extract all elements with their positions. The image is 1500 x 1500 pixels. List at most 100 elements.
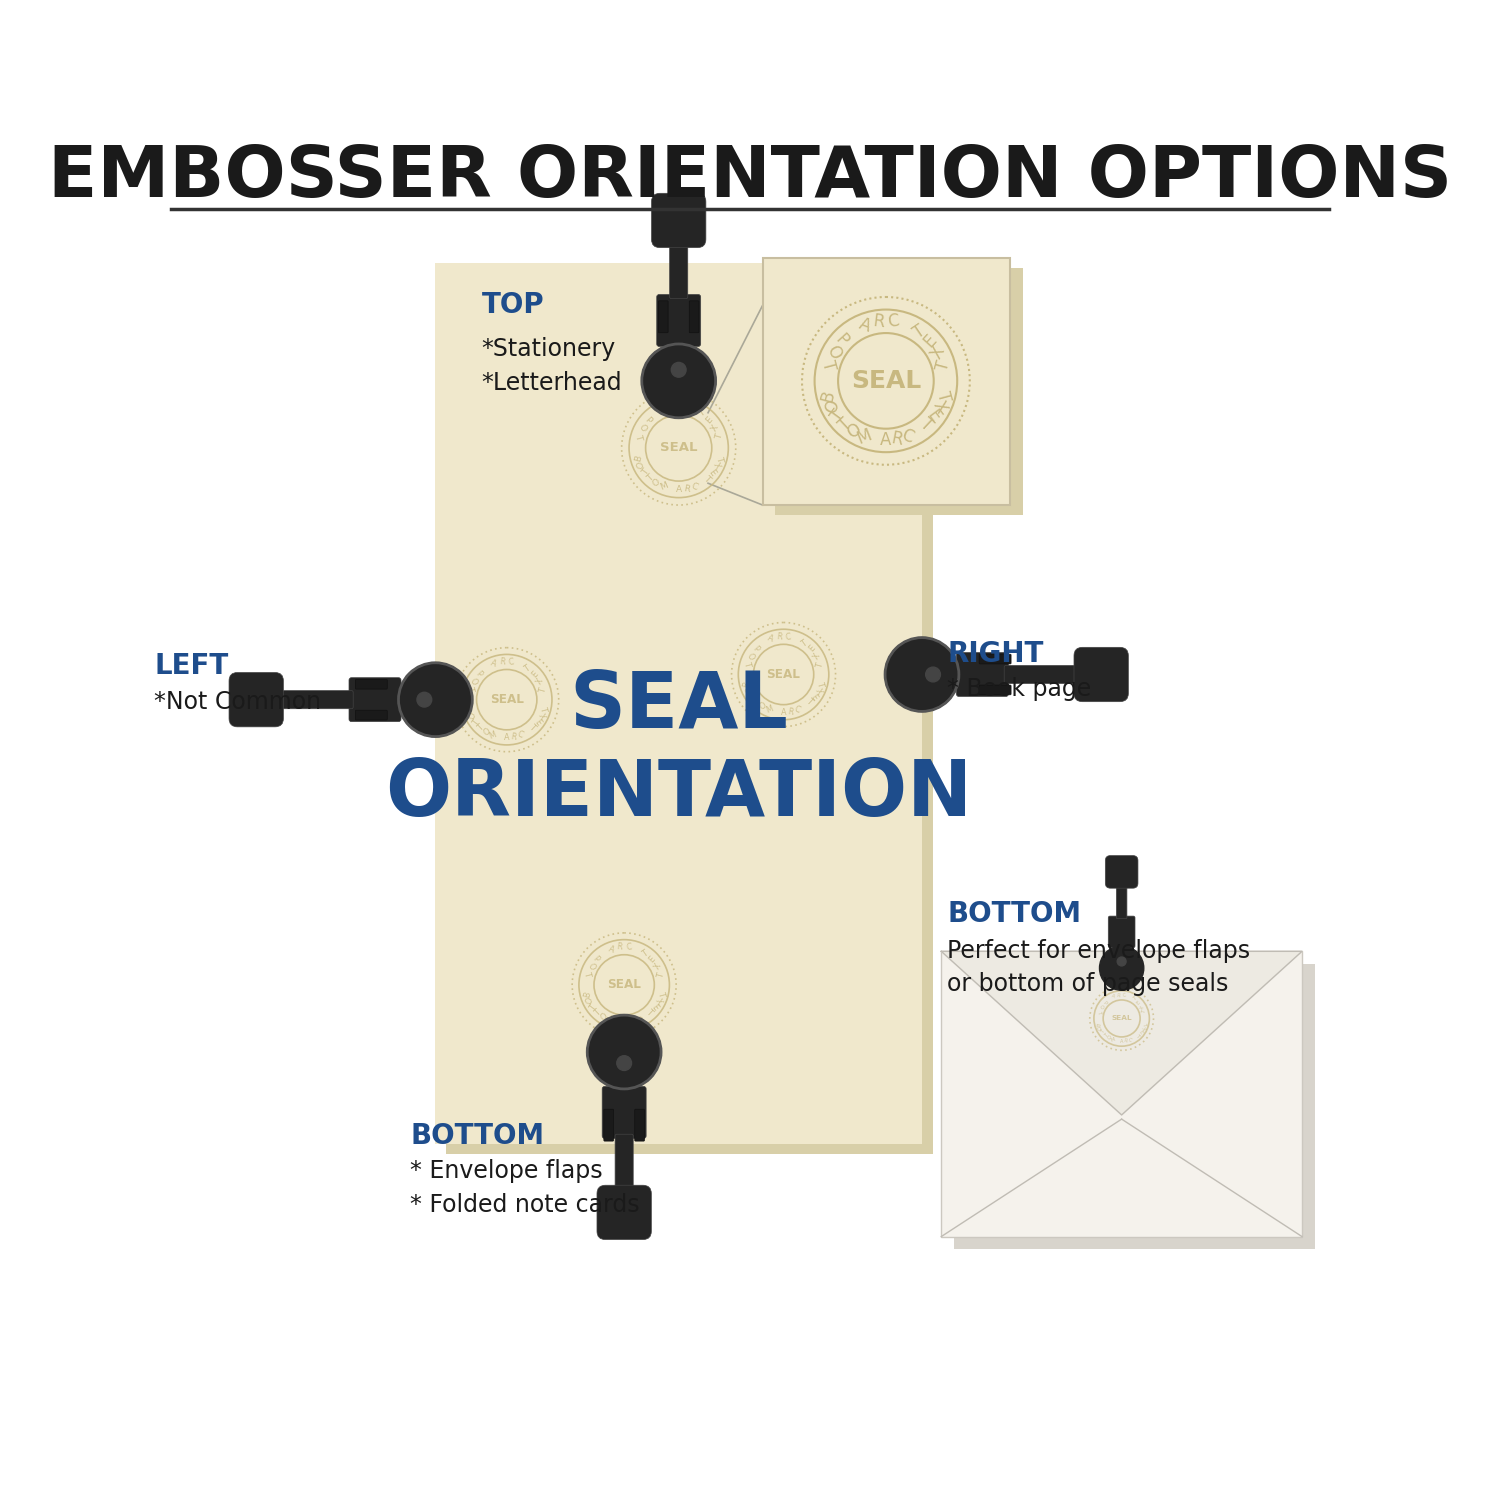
Text: M: M	[606, 1016, 615, 1026]
Text: R: R	[670, 402, 678, 411]
Text: X: X	[1140, 1026, 1146, 1030]
Text: T: T	[916, 414, 936, 435]
Text: M: M	[853, 426, 874, 447]
FancyBboxPatch shape	[597, 1185, 651, 1239]
Text: R: R	[788, 706, 794, 717]
FancyBboxPatch shape	[980, 654, 1011, 664]
Text: BOTTOM: BOTTOM	[410, 1122, 544, 1150]
Text: O: O	[598, 1011, 609, 1023]
Text: C: C	[516, 730, 525, 740]
FancyBboxPatch shape	[230, 672, 284, 728]
Text: LEFT: LEFT	[154, 652, 228, 680]
Text: T: T	[645, 1008, 656, 1017]
Text: A: A	[504, 734, 510, 742]
FancyBboxPatch shape	[634, 1108, 645, 1142]
Circle shape	[642, 344, 716, 418]
Text: * Book page: * Book page	[946, 676, 1092, 700]
Bar	[435, 264, 922, 1144]
Text: M: M	[658, 482, 669, 492]
Text: E: E	[705, 416, 714, 424]
Text: O: O	[822, 398, 843, 417]
Text: R: R	[1118, 993, 1120, 998]
Text: X: X	[534, 676, 546, 686]
Text: B: B	[818, 388, 839, 404]
Text: T: T	[633, 433, 644, 441]
Text: T: T	[538, 706, 549, 712]
Text: X: X	[1138, 1005, 1144, 1010]
Text: E: E	[646, 954, 657, 964]
Text: T: T	[528, 723, 537, 732]
Text: T: T	[800, 638, 810, 648]
Circle shape	[588, 1016, 662, 1089]
Bar	[954, 964, 1314, 1250]
Text: R: R	[616, 942, 622, 952]
Circle shape	[1118, 957, 1126, 966]
Text: T: T	[933, 388, 954, 404]
FancyBboxPatch shape	[615, 1134, 633, 1204]
Text: O: O	[466, 711, 478, 722]
Text: T: T	[594, 1008, 603, 1017]
Text: R: R	[510, 732, 518, 742]
Text: O: O	[636, 423, 648, 433]
Text: *Not Common: *Not Common	[154, 690, 321, 714]
FancyBboxPatch shape	[604, 1108, 613, 1142]
Text: P: P	[642, 416, 652, 424]
Text: T: T	[698, 408, 706, 419]
Text: P: P	[474, 669, 483, 680]
Bar	[776, 267, 1023, 514]
Text: O: O	[1107, 1035, 1112, 1041]
Text: R: R	[871, 312, 885, 332]
Text: X: X	[812, 651, 822, 662]
Text: T: T	[640, 948, 650, 958]
Text: O: O	[636, 460, 646, 471]
Bar	[942, 951, 1302, 1236]
Text: A: A	[660, 404, 669, 414]
Text: R: R	[500, 657, 506, 668]
Text: A: A	[782, 708, 786, 717]
Text: TOP: TOP	[482, 291, 544, 320]
Text: R: R	[627, 1017, 634, 1028]
Text: M: M	[488, 729, 498, 741]
Circle shape	[417, 693, 432, 706]
Text: C: C	[898, 426, 916, 447]
Text: SEAL: SEAL	[660, 441, 698, 454]
Text: X: X	[813, 687, 824, 696]
Text: C: C	[784, 632, 792, 642]
Text: C: C	[509, 657, 515, 668]
Text: A: A	[675, 484, 682, 494]
FancyBboxPatch shape	[1004, 666, 1074, 684]
Text: T: T	[836, 414, 855, 435]
Polygon shape	[942, 951, 1302, 1114]
Circle shape	[885, 638, 959, 711]
FancyBboxPatch shape	[658, 302, 668, 333]
Text: T: T	[471, 717, 482, 728]
Text: E: E	[706, 468, 717, 477]
Text: X: X	[652, 962, 663, 972]
Text: T: T	[933, 358, 954, 372]
Text: E: E	[920, 332, 940, 351]
Text: RIGHT: RIGHT	[946, 639, 1044, 668]
Text: A: A	[880, 432, 891, 450]
Text: C: C	[886, 312, 900, 332]
Text: T: T	[656, 992, 666, 999]
Text: SEAL: SEAL	[608, 978, 640, 992]
Text: C: C	[690, 482, 699, 492]
Text: T: T	[804, 698, 814, 708]
Text: E: E	[532, 717, 543, 728]
Text: T: T	[1102, 1032, 1108, 1038]
Text: M: M	[765, 705, 774, 716]
Text: T: T	[524, 663, 532, 674]
Text: X: X	[927, 344, 950, 362]
FancyBboxPatch shape	[602, 1086, 646, 1138]
Text: SEAL: SEAL	[490, 693, 524, 706]
Text: X: X	[536, 711, 546, 720]
Text: *Stationery
*Letterhead: *Stationery *Letterhead	[482, 338, 622, 394]
Text: O: O	[585, 962, 597, 972]
Text: T: T	[465, 687, 476, 693]
Text: BOTTOM: BOTTOM	[946, 900, 1082, 927]
Text: T: T	[1134, 1032, 1140, 1038]
Text: O: O	[1098, 1005, 1104, 1010]
Text: R: R	[890, 429, 904, 450]
Text: X: X	[711, 462, 722, 471]
Text: P: P	[591, 954, 602, 964]
